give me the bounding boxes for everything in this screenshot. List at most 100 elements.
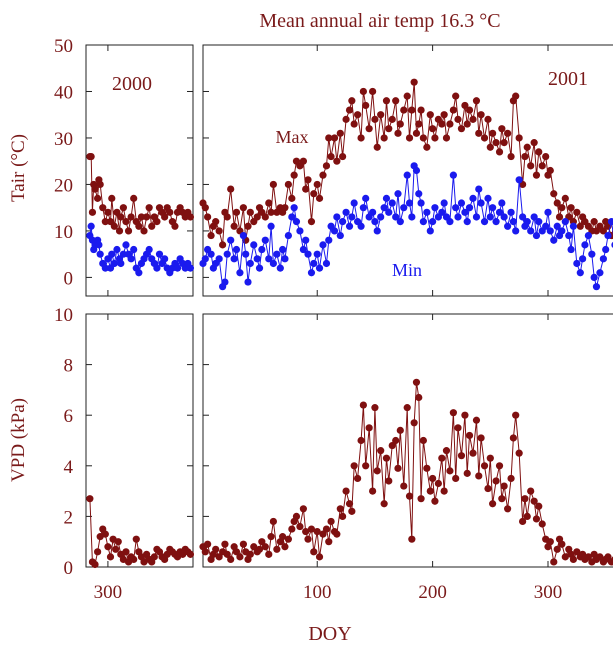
data-point-vpd [296,522,304,531]
data-point-max [452,92,460,100]
data-point-max [507,152,515,161]
data-point-vpd [255,545,264,553]
data-point-min [546,227,554,235]
data-point-min [461,208,469,216]
data-point-vpd [507,474,515,483]
data-point-min [495,208,504,216]
data-point-vpd [319,530,327,538]
data-point-min [507,208,515,216]
data-point-vpd [484,484,492,493]
data-point-max [88,208,97,216]
data-point-vpd [201,548,209,556]
data-point-min [599,255,607,263]
data-point-max [431,134,439,142]
data-point-max [532,171,541,179]
data-point-min [465,204,474,212]
data-point-max [567,204,575,212]
data-point-max [244,222,252,230]
data-point-vpd [532,515,541,523]
data-point-vpd [371,404,379,412]
data-point-max [284,180,292,189]
data-point-min [388,199,396,207]
series-line-max-2001 [202,82,613,246]
data-point-min [255,264,264,272]
data-point-min [408,213,416,221]
data-point-max [403,92,411,100]
data-point-max [91,185,99,193]
data-point-vpd [284,535,292,543]
data-point-min [284,231,292,240]
data-point-min [429,218,437,226]
data-point-max [333,157,341,165]
data-point-min [313,250,321,258]
data-point-min [315,264,324,272]
data-point-max [142,213,151,221]
data-point-vpd [357,436,365,445]
data-point-vpd [365,424,373,432]
year-label-2001: 2001 [548,68,588,90]
data-point-max [457,125,466,133]
data-point-max [307,218,316,226]
data-point-vpd [299,505,307,513]
data-point-vpd [342,487,350,495]
data-point-vpd [469,449,477,457]
data-point-min [161,255,169,263]
data-point-vpd [112,545,120,553]
data-point-vpd [327,517,335,526]
data-point-max [530,139,538,147]
data-point-min [244,278,252,286]
data-point-min [463,218,471,226]
data-point-min [122,241,130,249]
data-point-vpd [431,497,439,505]
data-point-max [388,115,396,123]
data-point-vpd [446,467,454,475]
data-point-min [281,255,289,263]
data-point-max [599,227,607,235]
data-point-vpd [212,545,220,553]
data-point-min [403,171,411,179]
data-point-min [342,208,350,216]
data-point-min [221,278,229,286]
data-point-vpd [527,487,535,495]
data-point-min [279,245,287,254]
panel-top-2000 [85,44,194,297]
data-point-vpd [440,487,448,495]
data-point-vpd [369,487,377,495]
data-point-min [96,250,104,258]
data-point-min [573,259,581,268]
data-point-min [87,222,95,230]
data-point-max [410,78,418,86]
data-point-vpd [232,548,241,556]
data-point-min [561,218,569,226]
data-point-min [230,255,238,263]
data-point-max [330,134,339,142]
data-point-max [523,143,531,151]
data-point-min [227,236,235,244]
data-point-vpd [186,550,195,558]
data-point-min [542,222,550,230]
data-point-min [415,190,423,198]
data-point-max [171,222,179,230]
data-point-min [532,231,541,240]
data-point-min [440,199,448,207]
data-marks [86,78,613,569]
data-point-max [290,171,298,179]
data-point-vpd [86,495,94,503]
data-point-min [359,204,367,212]
data-point-min [371,218,379,226]
x-tick-label: 100 [303,582,332,603]
data-point-vpd [442,447,451,455]
data-point-vpd [400,482,408,490]
data-point-vpd [449,409,457,417]
data-point-min [348,213,356,221]
data-point-max [477,111,485,119]
data-point-max [117,213,125,221]
data-point-min [336,231,344,240]
y-tick-label: 0 [64,558,74,579]
data-point-max [400,106,408,114]
data-point-min [457,199,466,207]
data-point-min [130,245,138,254]
data-point-vpd [373,467,381,475]
data-point-max [288,194,296,202]
data-point-max [469,115,477,123]
